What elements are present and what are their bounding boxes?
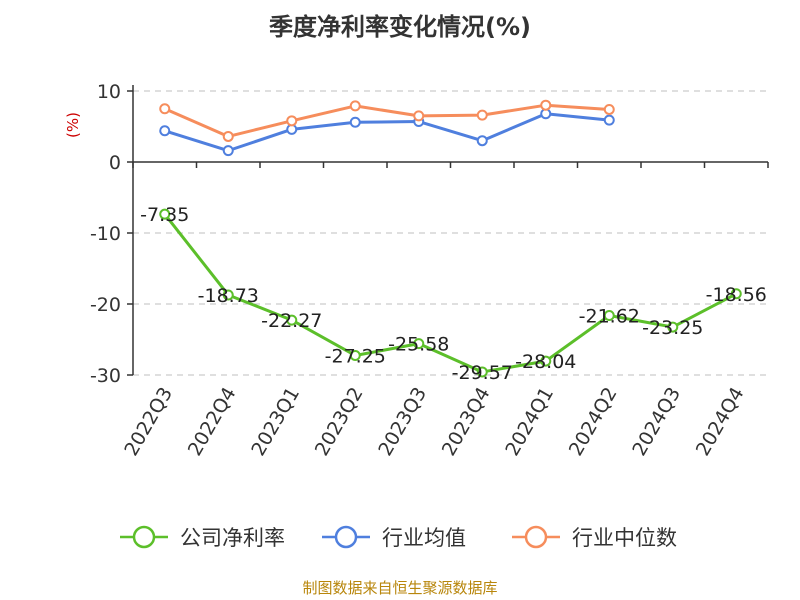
series-point	[349, 100, 361, 112]
series-point	[603, 114, 615, 126]
series-point	[476, 135, 488, 147]
x-tick-label: 2023Q3	[374, 384, 431, 460]
series-point	[730, 288, 742, 300]
x-tick-label: 2023Q1	[247, 384, 304, 460]
data-label: -27.25	[325, 345, 386, 367]
data-label: -28.04	[515, 351, 576, 373]
series-line	[164, 103, 610, 138]
legend-marker	[524, 525, 548, 549]
series-point	[540, 355, 552, 367]
x-tick-label: 2022Q4	[184, 384, 241, 460]
legend-marker	[334, 525, 358, 549]
legend: 公司净利率 行业均值 行业中位数	[120, 525, 677, 550]
series-point	[476, 109, 488, 121]
series-point	[222, 289, 234, 301]
series-point	[603, 310, 615, 322]
x-tick-label: 2023Q2	[311, 384, 368, 460]
series-point	[222, 130, 234, 142]
x-tick-label: 2024Q4	[692, 384, 749, 460]
series-point	[159, 208, 171, 220]
series-line	[163, 213, 737, 374]
y-tick-label: -30	[90, 365, 121, 387]
legend-entry: 行业中位数	[572, 526, 677, 550]
data-label: -25.58	[388, 334, 449, 356]
series-point	[286, 115, 298, 127]
series-point	[349, 116, 361, 128]
data-label: -18.73	[198, 285, 259, 307]
series-point	[349, 349, 361, 361]
series-point	[603, 103, 615, 115]
data-label: -22.27	[261, 310, 322, 332]
x-tick-label: 2022Q3	[120, 384, 177, 460]
series-point	[286, 314, 298, 326]
data-label: -7.35	[140, 204, 189, 226]
data-label: -21.62	[579, 306, 640, 328]
series-point	[476, 366, 488, 378]
legend-entry: 行业均值	[382, 526, 466, 550]
series-point	[667, 321, 679, 333]
y-tick-label: 10	[97, 81, 121, 103]
series-layer	[159, 99, 742, 378]
y-unit-label: (%)	[64, 112, 82, 138]
chart-title: 季度净利率变化情况(%)	[269, 13, 531, 41]
x-tick-label: 2024Q1	[501, 384, 558, 460]
x-tick-label: 2024Q2	[565, 384, 622, 460]
y-tick-label: 0	[109, 152, 121, 174]
data-label: -23.25	[642, 317, 703, 339]
series-point	[159, 125, 171, 137]
legend-marker	[132, 525, 156, 549]
grid-layer	[133, 90, 768, 376]
data-label-layer: -7.35 -18.73-22.27-27.25-25.58-29.57 -28.0…	[140, 204, 767, 384]
series-point	[222, 145, 234, 157]
source-note: 制图数据来自恒生聚源数据库	[302, 579, 497, 597]
x-tick-label: 2024Q3	[628, 384, 685, 460]
series-point	[159, 103, 171, 115]
y-tick-label: -20	[90, 294, 121, 316]
legend-entry: 公司净利率	[180, 526, 285, 550]
data-label: -29.57	[452, 362, 513, 384]
data-label: -18.56	[706, 284, 767, 306]
y-tick-label: -10	[90, 223, 121, 245]
series-point	[413, 338, 425, 350]
series-line	[164, 112, 610, 153]
series-point	[413, 110, 425, 122]
x-tick-label: 2023Q4	[438, 384, 495, 460]
series-point	[540, 99, 552, 111]
